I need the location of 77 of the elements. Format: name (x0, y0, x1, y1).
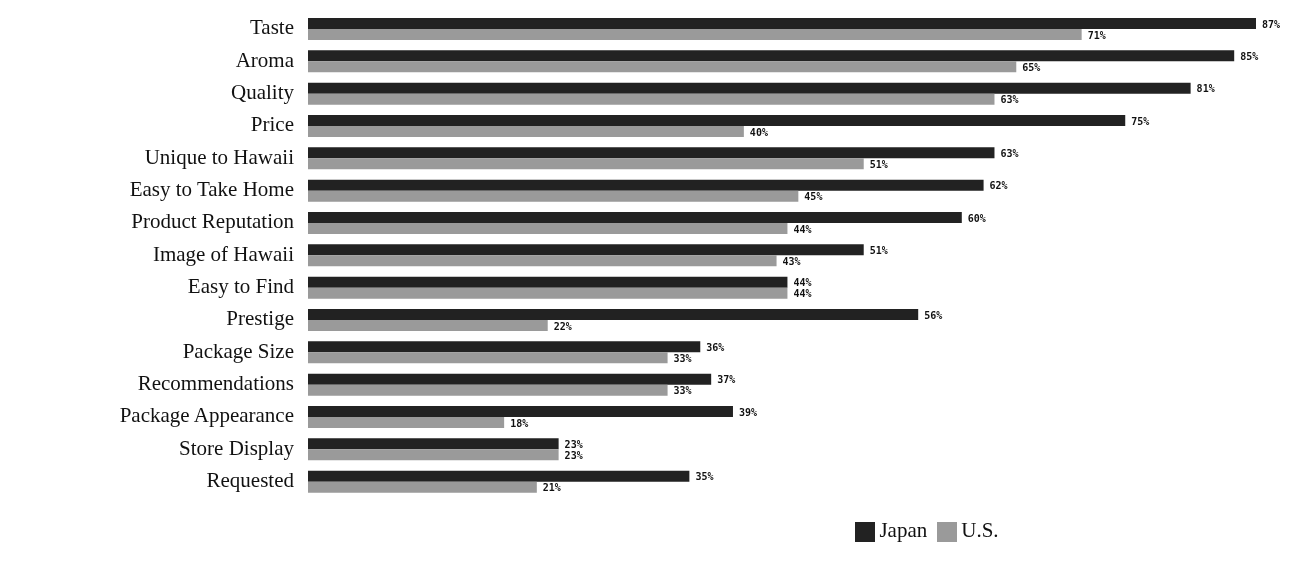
bar (308, 82, 1191, 94)
data-label: 65% (1022, 61, 1041, 73)
bar (308, 320, 548, 331)
data-label: 63% (1000, 94, 1019, 106)
data-label: 75% (1131, 115, 1150, 127)
data-label: 23% (564, 449, 583, 461)
data-label: 51% (869, 158, 888, 170)
data-label: 45% (804, 191, 823, 203)
data-label: 44% (793, 223, 812, 235)
y-tick-label: Requested (206, 467, 295, 492)
data-label: 56% (924, 309, 943, 321)
bar (308, 223, 788, 234)
data-label: 81% (1196, 83, 1215, 95)
bar (308, 50, 1235, 62)
bar (308, 276, 788, 288)
data-label: 63% (1000, 147, 1019, 159)
bar (308, 287, 788, 299)
bar (308, 373, 712, 385)
bar (308, 449, 559, 461)
bar (308, 61, 1017, 73)
data-label: 60% (967, 212, 986, 224)
bar (308, 158, 864, 170)
bar (308, 417, 505, 428)
bar (308, 341, 701, 353)
data-label: 71% (1087, 29, 1106, 41)
legend-label: Japan (879, 518, 928, 542)
data-label: 44% (793, 277, 812, 289)
bar (308, 179, 984, 191)
bar (308, 438, 559, 450)
y-tick-label: Easy to Find (187, 273, 295, 298)
y-tick-label: Recommendations (137, 370, 294, 395)
bar (308, 93, 995, 105)
bar (308, 18, 1256, 29)
y-tick-label: Store Display (179, 435, 295, 460)
bar (308, 190, 799, 202)
y-tick-label: Unique to Hawaii (144, 144, 295, 169)
y-tick-label: Aroma (235, 47, 295, 72)
data-label: 44% (793, 288, 812, 300)
y-tick-label: Package Appearance (119, 403, 294, 428)
data-label: 36% (706, 341, 725, 353)
data-label: 33% (673, 385, 692, 397)
data-label: 43% (782, 255, 801, 267)
y-tick-label: Easy to Take Home (129, 176, 294, 201)
bar (308, 29, 1082, 40)
bar (308, 212, 962, 223)
y-tick-label: Price (250, 112, 294, 137)
bar (308, 309, 919, 320)
data-label: 23% (564, 438, 583, 450)
y-tick-label: Image of Hawaii (152, 241, 295, 266)
bar (308, 255, 777, 267)
y-tick-label: Package Size (182, 338, 294, 363)
data-label: 21% (542, 482, 561, 494)
bar (308, 352, 668, 364)
bar (308, 481, 537, 493)
data-label: 33% (673, 352, 692, 364)
bar (308, 406, 733, 417)
data-label: 62% (989, 180, 1008, 192)
data-label: 18% (510, 417, 529, 429)
data-label: 35% (695, 471, 714, 483)
y-tick-label: Product Reputation (131, 209, 295, 234)
data-label: 40% (749, 126, 768, 138)
data-label: 87% (1262, 18, 1281, 30)
bar (308, 126, 744, 137)
bar (308, 115, 1126, 126)
y-tick-label: Quality (231, 79, 295, 104)
bar (308, 147, 995, 159)
bar (308, 470, 690, 482)
bar (308, 244, 864, 256)
y-tick-label: Prestige (226, 306, 294, 331)
y-tick-label: Taste (249, 15, 294, 40)
data-label: 22% (553, 320, 572, 332)
data-label: 39% (738, 406, 758, 418)
data-label: 51% (869, 244, 888, 256)
data-label: 37% (717, 374, 736, 386)
legend-label: U.S. (961, 518, 999, 542)
data-label: 85% (1240, 50, 1259, 62)
bar (308, 384, 668, 396)
